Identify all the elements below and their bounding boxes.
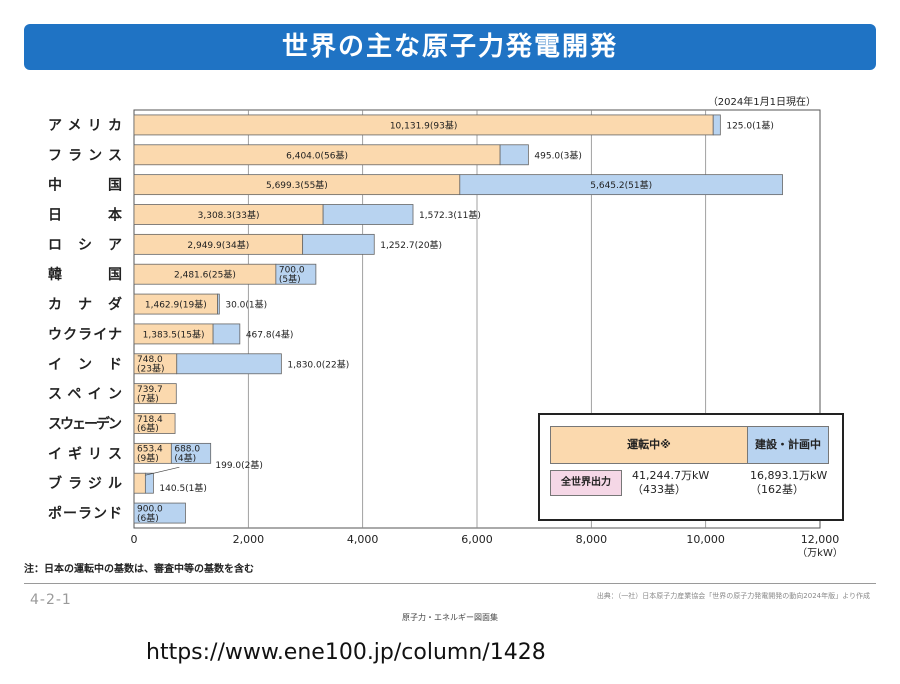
legend-operating-label: 運転中※	[627, 438, 671, 451]
label-leader	[145, 466, 180, 476]
x-tick-label: 8,000	[576, 533, 608, 546]
category-label: 韓 国	[48, 266, 122, 283]
category-label: 中 国	[48, 177, 122, 194]
data-label-planned: 700.0 (5基)	[279, 265, 305, 284]
data-label-operating: 2,949.9(34基)	[187, 239, 249, 251]
data-label-planned: 688.0 (4基)	[174, 445, 200, 464]
legend-planned-total: 16,893.1万kW （162基）	[750, 469, 827, 497]
source-url: https://www.ene100.jp/column/1428	[146, 640, 546, 665]
bar-planned	[322, 204, 414, 225]
x-tick-label: 2,000	[233, 533, 265, 546]
category-label: ポーランド	[48, 505, 122, 522]
category-label: ブラジル	[48, 475, 122, 492]
data-label-planned: 1,830.0(22基)	[287, 358, 349, 370]
bar-planned	[170, 442, 212, 464]
bar-planned	[459, 174, 783, 196]
data-label-planned: 467.8(4基)	[246, 328, 294, 340]
page-title: 世界の主な原子力発電開発	[281, 32, 618, 62]
bar-planned	[133, 502, 186, 524]
data-label-operating: 748.0 (23基)	[137, 355, 164, 374]
category-label: ウクライナ	[48, 327, 122, 343]
data-label-operating: 718.4 (6基)	[137, 415, 163, 434]
divider	[24, 583, 876, 584]
data-label-planned: 495.0(3基)	[534, 149, 582, 161]
bar-planned	[712, 114, 721, 136]
legend: 運転中※ 建設・計画中 全世界出力 41,244.7万kW （433基） 16,…	[538, 413, 844, 521]
legend-operating-total-value: 41,244.7万kW	[632, 469, 710, 482]
x-tick-label: 4,000	[347, 533, 379, 546]
title-banner: 世界の主な原子力発電開発	[24, 24, 876, 70]
data-label-planned: 140.5(1基)	[159, 482, 207, 494]
legend-operating-total: 41,244.7万kW （433基）	[632, 469, 709, 497]
category-label: スペイン	[48, 387, 122, 403]
category-label: カナダ	[48, 296, 122, 313]
category-label: インド	[48, 357, 122, 373]
data-label-planned: 30.0(1基)	[225, 299, 267, 311]
legend-planned-total-units: （162基）	[750, 483, 804, 496]
footnote: 注：日本の運転中の基数は、審査中等の基数を含む	[24, 564, 254, 575]
legend-planned-swatch: 建設・計画中	[747, 426, 829, 464]
data-label-operating: 2,481.6(25基)	[174, 269, 236, 281]
category-label: フランス	[48, 148, 122, 164]
legend-operating-total-units: （433基）	[632, 483, 686, 496]
bar-planned	[302, 233, 375, 255]
data-label-planned: 1,572.3(11基)	[419, 209, 481, 221]
legend-operating-swatch: 運転中※	[550, 426, 748, 464]
data-label-planned: 5,645.2(51基)	[590, 179, 652, 191]
source-credit: 出典：（一社）日本原子力産業協会「世界の原子力発電開発の動向2024年版」より作…	[596, 592, 870, 600]
x-tick-label: 12,000	[801, 533, 840, 546]
data-label-operating: 6,404.0(56基)	[286, 149, 348, 161]
legend-planned-total-value: 16,893.1万kW	[750, 469, 828, 482]
data-label-planned: 1,252.7(20基)	[380, 239, 442, 251]
bar-planned	[212, 323, 241, 345]
bar-operating	[133, 383, 177, 405]
x-tick-label: 0	[131, 533, 138, 546]
page-number: 4-2-1	[30, 592, 72, 608]
bar-planned	[499, 144, 529, 166]
category-label: アメリカ	[48, 118, 122, 134]
data-label-operating: 1,383.5(15基)	[143, 328, 205, 340]
data-label-operating: 739.7 (7基)	[137, 385, 163, 404]
data-label-operating: 3,308.3(33基)	[198, 209, 260, 221]
bar-planned	[176, 353, 282, 375]
bar-planned	[275, 263, 317, 285]
legend-planned-label: 建設・計画中	[755, 438, 821, 451]
data-label-operating: 1,462.9(19基)	[145, 299, 207, 311]
bar-operating	[133, 413, 176, 434]
bar-planned	[217, 293, 220, 315]
legend-total-label: 全世界出力	[550, 470, 622, 496]
x-tick-label: 6,000	[461, 533, 493, 546]
x-axis-unit: （万kW）	[797, 547, 843, 559]
data-label-planned: 125.0(1基)	[726, 119, 774, 131]
category-label: 日 本	[48, 207, 123, 224]
data-label-operating: 5,699.3(55基)	[266, 179, 328, 191]
footer-title: 原子力・エネルギー図面集	[402, 613, 498, 622]
data-label-operating: 199.0(2基)	[215, 459, 263, 471]
category-label: イギリス	[48, 445, 122, 462]
x-tick-label: 10,000	[686, 533, 725, 546]
data-label-planned: 900.0 (6基)	[137, 504, 163, 523]
category-label: ロシア	[48, 237, 122, 253]
bar-operating	[133, 472, 146, 494]
data-label-operating: 10,131.9(93基)	[390, 119, 458, 131]
as-of-date: （2024年1月1日現在）	[707, 97, 816, 108]
category-label: スウェーデン	[48, 416, 122, 433]
data-label-operating: 653.4 (9基)	[137, 445, 163, 464]
bar-planned	[144, 472, 154, 494]
